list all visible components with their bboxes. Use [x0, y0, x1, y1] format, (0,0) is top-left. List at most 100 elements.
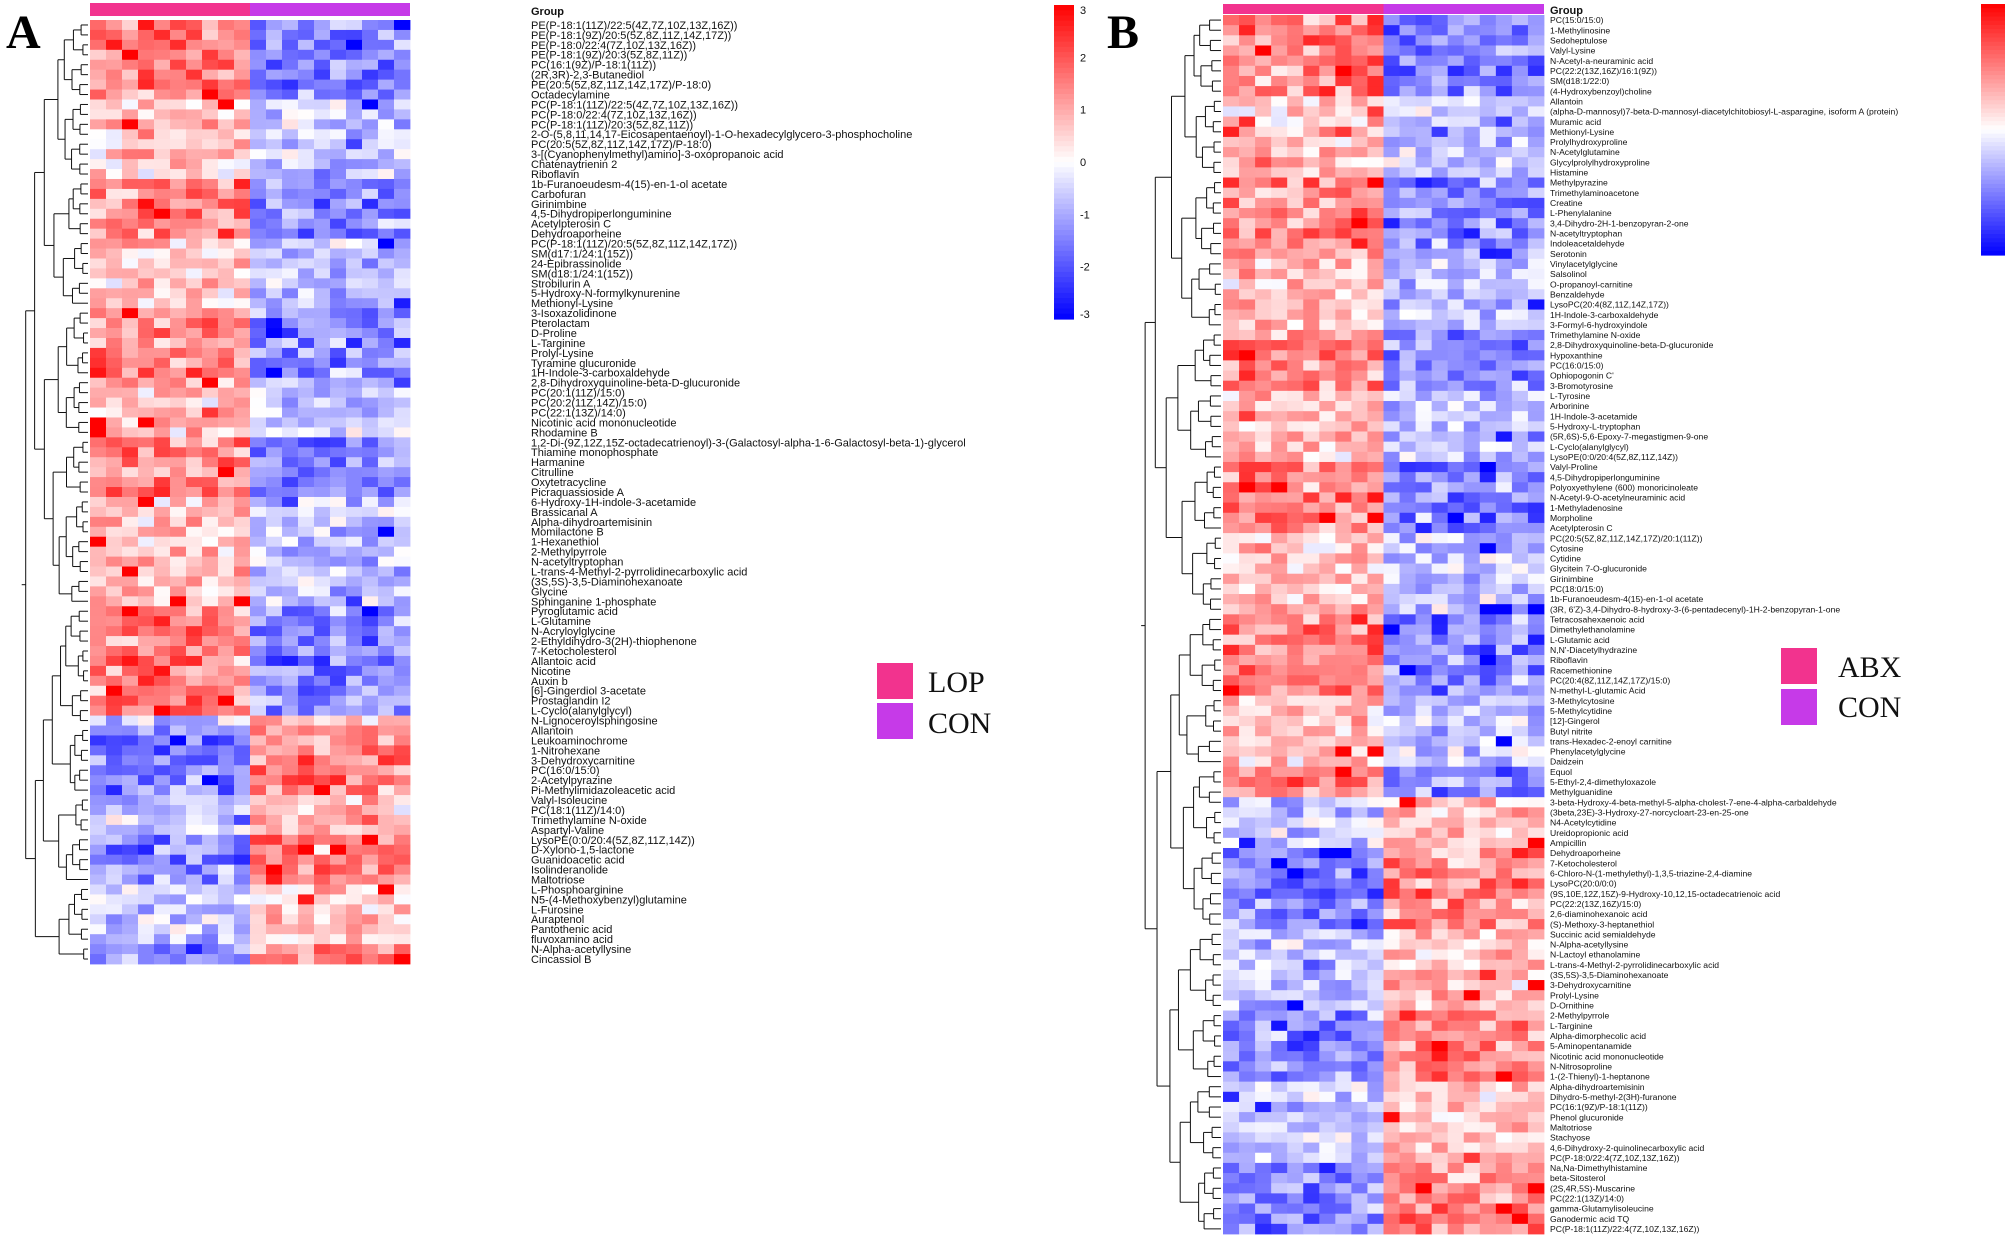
heatmap-cell [1495, 949, 1513, 961]
heatmap-cell [218, 298, 235, 309]
heatmap-cell [1303, 15, 1320, 26]
heatmap-cell [1255, 726, 1272, 737]
heatmap-cell [314, 576, 331, 587]
heatmap-cell [1415, 685, 1433, 697]
heatmap-cell [1223, 289, 1240, 300]
heatmap-cell [330, 129, 347, 140]
heatmap-cell [1495, 634, 1513, 646]
heatmap-cell [298, 39, 315, 51]
heatmap-cell [330, 387, 347, 398]
heatmap-cell [218, 328, 235, 339]
heatmap-cell [1239, 1010, 1256, 1022]
heatmap-cell [1431, 1020, 1449, 1032]
heatmap-cell [330, 586, 347, 597]
heatmap-cell [1287, 1142, 1304, 1154]
heatmap-cell [122, 318, 139, 329]
heatmap-cell [234, 487, 251, 498]
heatmap-cell [90, 745, 107, 756]
heatmap-cell [1239, 776, 1256, 788]
heatmap-cell [234, 735, 251, 746]
heatmap-cell [202, 894, 219, 905]
heatmap-cell [1335, 299, 1352, 310]
heatmap-cell [138, 765, 155, 776]
heatmap-cell [186, 526, 203, 538]
heatmap-cell [218, 834, 235, 846]
heatmap-cell [282, 347, 299, 359]
heatmap-cell [378, 387, 395, 398]
heatmap-cell [202, 377, 219, 389]
heatmap-cell [1367, 411, 1384, 422]
heatmap-cell [1447, 177, 1465, 189]
heatmap-cell [250, 79, 267, 90]
heatmap-cell [378, 685, 395, 697]
heatmap-cell [138, 258, 155, 269]
heatmap-cell [1239, 888, 1256, 900]
heatmap-cell [138, 864, 155, 875]
heatmap-cell [1271, 492, 1288, 503]
heatmap-cell [90, 437, 107, 448]
heatmap-cell [1287, 847, 1304, 859]
heatmap-cell [1399, 268, 1416, 280]
heatmap-cell [1495, 238, 1513, 250]
heatmap-cell [1495, 329, 1513, 341]
heatmap-cell [1495, 96, 1513, 107]
heatmap-cell [1367, 15, 1384, 26]
heatmap-cell [234, 536, 251, 548]
row-label: Acetylpterosin C [531, 219, 611, 231]
panel-a-legend-label-con: CON [928, 707, 991, 740]
heatmap-cell [314, 318, 331, 329]
heatmap-cell [154, 109, 171, 120]
heatmap-cell [394, 298, 411, 309]
heatmap-cell [362, 526, 379, 538]
heatmap-cell [298, 49, 315, 61]
heatmap-cell [1527, 705, 1545, 717]
heatmap-cell [1223, 878, 1240, 890]
heatmap-cell [170, 735, 187, 746]
heatmap-cell [218, 79, 235, 90]
heatmap-cell [1335, 665, 1352, 676]
heatmap-cell [394, 904, 411, 915]
heatmap-cell [154, 298, 171, 309]
heatmap-cell [1399, 583, 1416, 595]
heatmap-cell [1271, 959, 1288, 971]
heatmap-cell [1223, 553, 1240, 564]
heatmap-cell [394, 427, 411, 438]
heatmap-cell [1271, 472, 1288, 483]
row-label: 2-Acetylpyrazine [531, 775, 612, 787]
heatmap-cell [378, 208, 395, 220]
heatmap-cell [1415, 482, 1433, 493]
heatmap-cell [1463, 644, 1481, 656]
heatmap-cell [282, 536, 299, 548]
colorbar-segment [1054, 292, 1074, 299]
heatmap-cell [1335, 563, 1352, 575]
heatmap-cell [298, 646, 315, 657]
heatmap-cell [1399, 1030, 1416, 1042]
heatmap-cell [1463, 898, 1481, 910]
heatmap-cell [1479, 858, 1497, 869]
heatmap-cell [1303, 360, 1320, 371]
heatmap-cell [346, 248, 363, 259]
heatmap-cell [1223, 1020, 1240, 1032]
heatmap-cell [282, 675, 299, 687]
heatmap-cell [170, 29, 187, 41]
heatmap-cell [378, 516, 395, 528]
heatmap-cell [378, 29, 395, 41]
heatmap-cell [1431, 675, 1449, 686]
heatmap-cell [394, 874, 411, 885]
heatmap-cell [1271, 573, 1288, 585]
heatmap-cell [106, 496, 123, 508]
heatmap-cell [1383, 919, 1400, 930]
heatmap-cell [1271, 461, 1288, 473]
heatmap-cell [346, 298, 363, 309]
heatmap-cell [1351, 208, 1368, 219]
heatmap-cell [346, 467, 363, 478]
colorbar-segment [1054, 125, 1074, 132]
heatmap-cell [314, 745, 331, 756]
heatmap-cell [1287, 512, 1304, 524]
heatmap-cell [1335, 1051, 1352, 1062]
heatmap-cell [122, 496, 139, 508]
heatmap-cell [138, 785, 155, 796]
heatmap-cell [1319, 502, 1336, 514]
heatmap-cell [1383, 736, 1400, 747]
row-label: D-Xylono-1,5-lactone [531, 845, 634, 857]
